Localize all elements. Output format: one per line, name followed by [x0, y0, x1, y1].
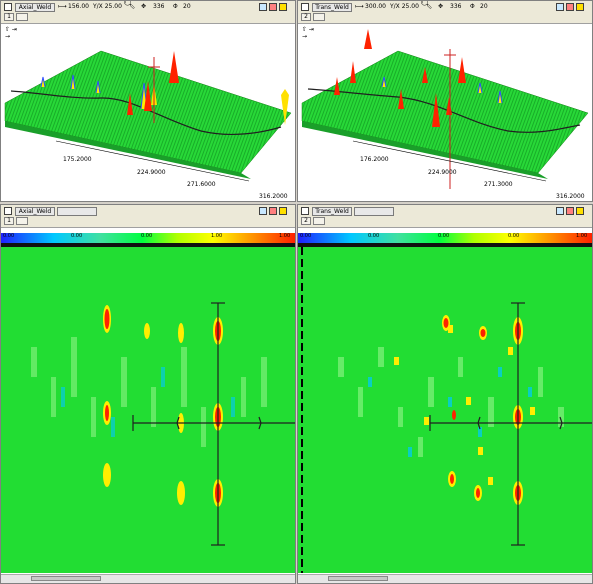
dataset-name-field[interactable]: Trans_Weld — [312, 207, 352, 216]
peak-1 — [364, 29, 372, 49]
print-icon[interactable] — [279, 3, 287, 11]
ruler-icon[interactable]: ⟼ — [355, 3, 364, 10]
tilt-value: 20 — [183, 3, 191, 10]
tilt-icon[interactable]: Φ — [173, 3, 178, 10]
tick-label: 175.2000 — [63, 156, 92, 163]
scale-divider — [298, 243, 592, 247]
pane-number-button[interactable]: 1 — [4, 13, 14, 21]
scroll-thumb[interactable] — [31, 576, 101, 581]
tick-label: 176.2000 — [360, 156, 389, 163]
peak-3 — [334, 77, 340, 95]
scale-label: 0.00 — [300, 233, 312, 239]
tick-label: 224.9000 — [428, 169, 457, 176]
peak-4 — [398, 89, 404, 109]
grid-icon[interactable] — [269, 3, 277, 11]
blank-button[interactable] — [16, 217, 28, 225]
scale-label: 1.00 — [211, 233, 223, 239]
color-icon[interactable] — [259, 207, 267, 215]
tilt-icon[interactable]: Φ — [470, 3, 475, 10]
cscan-image — [298, 247, 592, 573]
window-icon[interactable] — [301, 3, 309, 11]
scale-label: 0.00 — [3, 233, 15, 239]
toolbar: Axial_Weld 1 — [1, 205, 295, 228]
color-icon[interactable] — [556, 207, 564, 215]
color-icon[interactable] — [556, 3, 564, 11]
tick-label: 224.9000 — [137, 169, 166, 176]
peak-2 — [144, 81, 152, 111]
blank-button[interactable] — [16, 13, 28, 21]
ratio-value: Y/X 25.00 — [390, 3, 419, 10]
tilt-value: 20 — [480, 3, 488, 10]
pane-2d-axial: Axial_Weld 1 0.00 0.00 0.00 1.00 1.00 — [0, 204, 296, 584]
axis-arrows: ⇧ ⇥ → — [5, 26, 17, 40]
surface-plot — [301, 29, 589, 189]
dataset-name-field[interactable]: Trans_Weld — [312, 3, 352, 12]
color-scale: 0.00 0.00 0.00 1.00 1.00 — [1, 233, 295, 243]
window-icon[interactable] — [4, 207, 12, 215]
print-icon[interactable] — [279, 207, 287, 215]
tick-label: 271.6000 — [187, 181, 216, 188]
peak-1 — [127, 93, 133, 115]
color-scale: 0.00 0.00 0.00 0.00 1.00 — [298, 233, 592, 243]
dataset-name-field[interactable]: Axial_Weld — [15, 207, 55, 216]
pane-3d-axial: Axial_Weld ⟼ 156.00 Y/X 25.00 🔍︎ ✥ 336 Φ… — [0, 0, 296, 202]
peak-7 — [458, 57, 466, 83]
zoom-icon[interactable]: 🔍︎ — [123, 0, 136, 10]
scale-label: 0.00 — [368, 233, 380, 239]
scale-divider — [1, 243, 295, 247]
scale-label: 0.00 — [71, 233, 83, 239]
window-icon[interactable] — [4, 3, 12, 11]
scale-label: 1.00 — [576, 233, 588, 239]
peak-2 — [350, 61, 356, 83]
grid-icon[interactable] — [566, 3, 574, 11]
peak-6 — [432, 93, 440, 127]
pane-number-button[interactable]: 1 — [4, 217, 14, 225]
scroll-thumb[interactable] — [328, 576, 388, 581]
print-icon[interactable] — [576, 207, 584, 215]
toolbar: Trans_Weld 2 — [298, 205, 592, 228]
length-value: 156.00 — [68, 3, 89, 10]
pane-number-button[interactable]: 2 — [301, 217, 311, 225]
window-icon[interactable] — [301, 207, 309, 215]
cscan-image — [1, 247, 295, 573]
scale-label: 0.00 — [438, 233, 450, 239]
toolbar: Axial_Weld ⟼ 156.00 Y/X 25.00 🔍︎ ✥ 336 Φ… — [1, 1, 295, 24]
tick-label: 271.3000 — [484, 181, 513, 188]
blank-field[interactable] — [354, 207, 394, 216]
scale-label: 0.00 — [141, 233, 153, 239]
peak-5 — [422, 67, 428, 83]
surface-plot — [4, 50, 292, 182]
ratio-value: Y/X 25.00 — [93, 3, 122, 10]
pane-2d-trans: Trans_Weld 2 0.00 0.00 0.00 0.00 1.00 — [297, 204, 593, 584]
rotation-value: 336 — [153, 3, 165, 10]
rotation-value: 336 — [450, 3, 462, 10]
axis-arrows: ⇧ ⇥ → — [302, 26, 314, 40]
tick-label: 316.2000 — [259, 193, 288, 200]
pane-3d-trans: Trans_Weld ⟼ 300.00 Y/X 25.00 🔍︎ ✥ 336 Φ… — [297, 0, 593, 202]
horizontal-scrollbar[interactable] — [298, 574, 592, 583]
grid-icon[interactable] — [269, 207, 277, 215]
length-value: 300.00 — [365, 3, 386, 10]
print-icon[interactable] — [576, 3, 584, 11]
blank-field[interactable] — [57, 207, 97, 216]
scale-label: 1.00 — [279, 233, 291, 239]
pane-number-button[interactable]: 2 — [301, 13, 311, 21]
blank-button[interactable] — [313, 217, 325, 225]
rotate-icon[interactable]: ✥ — [438, 3, 444, 10]
peak-3 — [169, 51, 179, 83]
color-icon[interactable] — [259, 3, 267, 11]
rotate-icon[interactable]: ✥ — [141, 3, 147, 10]
dataset-name-field[interactable]: Axial_Weld — [15, 3, 55, 12]
toolbar: Trans_Weld ⟼ 300.00 Y/X 25.00 🔍︎ ✥ 336 Φ… — [298, 1, 592, 24]
blank-button[interactable] — [313, 13, 325, 21]
grid-icon[interactable] — [566, 207, 574, 215]
zoom-icon[interactable]: 🔍︎ — [420, 0, 433, 10]
tick-label: 316.2000 — [556, 193, 585, 200]
scale-label: 0.00 — [508, 233, 520, 239]
horizontal-scrollbar[interactable] — [1, 574, 295, 583]
ruler-icon[interactable]: ⟼ — [58, 3, 67, 10]
